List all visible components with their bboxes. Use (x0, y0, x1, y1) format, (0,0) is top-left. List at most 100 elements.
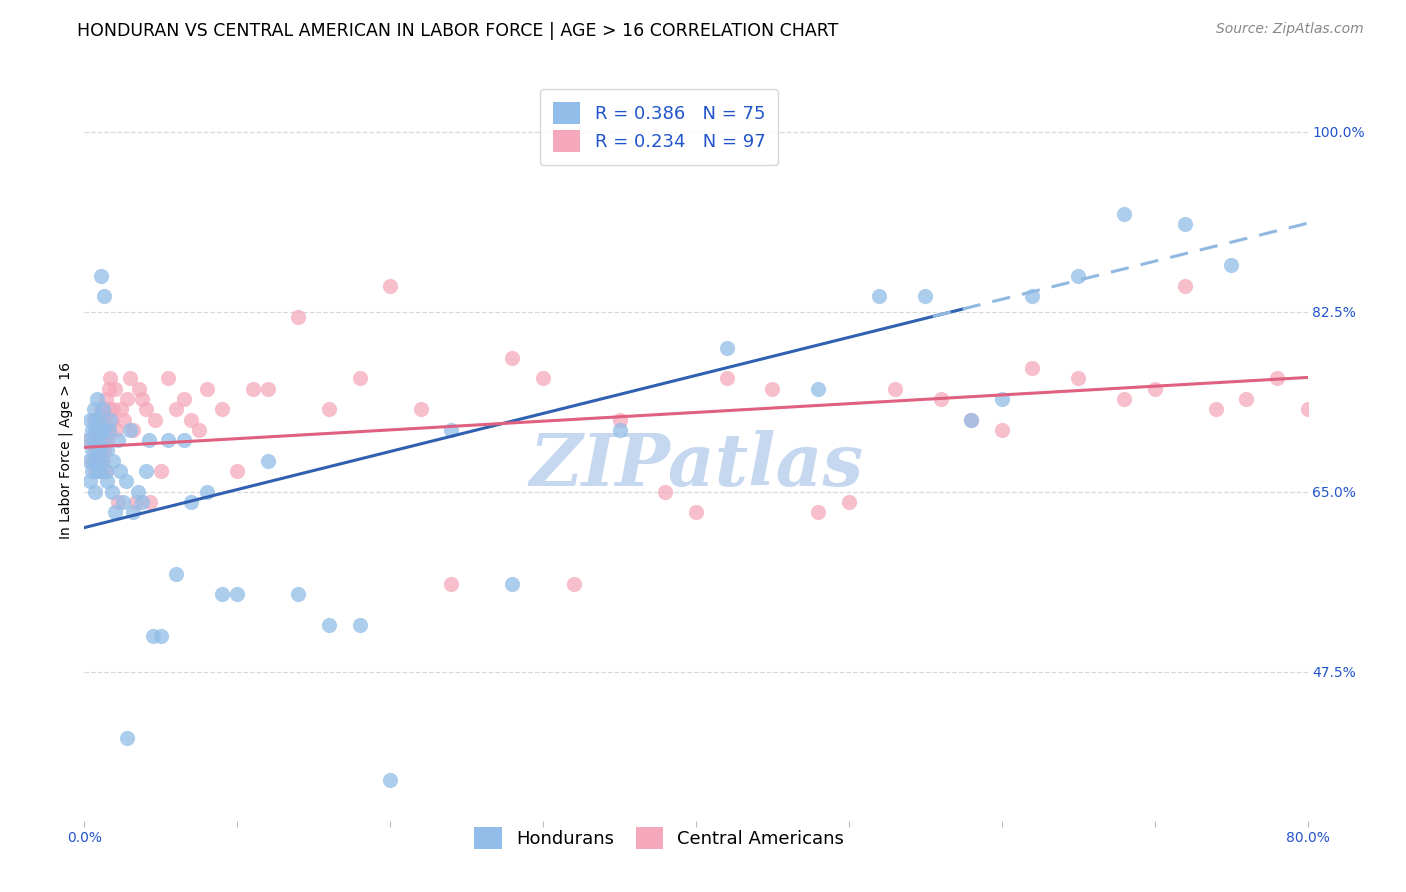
Point (120, 423, 142, 437)
Point (173, 433, 195, 447)
Point (195, 484, 218, 499)
Point (77, 454, 100, 468)
Point (110, 402, 132, 417)
Point (131, 392, 153, 406)
Point (80, 423, 103, 437)
Point (380, 772, 402, 787)
Point (80, 443, 103, 458)
Point (157, 433, 180, 447)
Point (716, 371, 738, 385)
Point (89, 443, 111, 458)
Point (869, 289, 891, 303)
Point (97, 402, 120, 417)
Point (98, 371, 121, 385)
Point (87, 433, 110, 447)
Point (914, 289, 936, 303)
Point (112, 412, 135, 426)
Point (929, 392, 952, 406)
Point (122, 505, 145, 519)
Point (1236, 392, 1258, 406)
Point (143, 412, 166, 426)
Point (90, 433, 112, 447)
Point (107, 495, 129, 509)
Point (89, 464, 111, 478)
Point (226, 587, 249, 601)
Point (86, 464, 108, 478)
Point (77, 433, 100, 447)
Point (142, 628, 165, 642)
Point (807, 382, 830, 396)
Point (87, 454, 110, 468)
Point (84, 443, 107, 458)
Point (195, 382, 218, 396)
Point (104, 505, 127, 519)
Point (120, 371, 142, 385)
Point (104, 382, 127, 396)
Point (83, 412, 105, 426)
Point (149, 628, 172, 642)
Point (91, 402, 114, 417)
Point (838, 495, 860, 509)
Y-axis label: In Labor Force | Age > 16: In Labor Force | Age > 16 (59, 362, 73, 539)
Point (128, 382, 150, 396)
Point (94, 464, 117, 478)
Point (188, 423, 211, 437)
Point (226, 464, 249, 478)
Point (139, 495, 162, 509)
Legend: Hondurans, Central Americans: Hondurans, Central Americans (464, 816, 855, 860)
Point (84, 464, 107, 478)
Point (86, 433, 108, 447)
Point (287, 310, 309, 324)
Point (83, 433, 105, 447)
Point (1358, 392, 1381, 406)
Point (287, 587, 309, 601)
Point (105, 423, 128, 437)
Point (1114, 392, 1136, 406)
Point (1265, 371, 1288, 385)
Point (90, 454, 112, 468)
Point (685, 505, 707, 519)
Point (883, 382, 905, 396)
Point (257, 382, 280, 396)
Point (1174, 217, 1197, 231)
Point (115, 392, 138, 406)
Point (165, 402, 187, 417)
Point (1205, 402, 1227, 417)
Point (149, 464, 172, 478)
Point (349, 618, 371, 632)
Point (1388, 382, 1406, 396)
Point (94, 464, 117, 478)
Text: HONDURAN VS CENTRAL AMERICAN IN LABOR FORCE | AGE > 16 CORRELATION CHART: HONDURAN VS CENTRAL AMERICAN IN LABOR FO… (77, 22, 839, 40)
Point (108, 464, 131, 478)
Point (1174, 279, 1197, 293)
Point (94, 392, 117, 406)
Point (138, 433, 160, 447)
Point (991, 423, 1014, 437)
Point (83, 402, 105, 417)
Point (87, 454, 110, 468)
Point (93, 433, 115, 447)
Point (96, 423, 118, 437)
Point (101, 484, 124, 499)
Point (380, 279, 402, 293)
Point (211, 587, 233, 601)
Point (180, 412, 202, 426)
Point (173, 392, 195, 406)
Point (127, 484, 149, 499)
Point (609, 423, 631, 437)
Point (609, 412, 631, 426)
Point (97, 423, 120, 437)
Point (1143, 382, 1166, 396)
Point (1220, 259, 1243, 273)
Point (135, 402, 157, 417)
Point (89, 423, 111, 437)
Point (807, 505, 830, 519)
Point (122, 423, 145, 437)
Point (318, 618, 340, 632)
Point (960, 412, 983, 426)
Point (991, 392, 1014, 406)
Point (1067, 268, 1090, 283)
Point (165, 566, 187, 581)
Point (90, 402, 112, 417)
Point (1021, 361, 1043, 376)
